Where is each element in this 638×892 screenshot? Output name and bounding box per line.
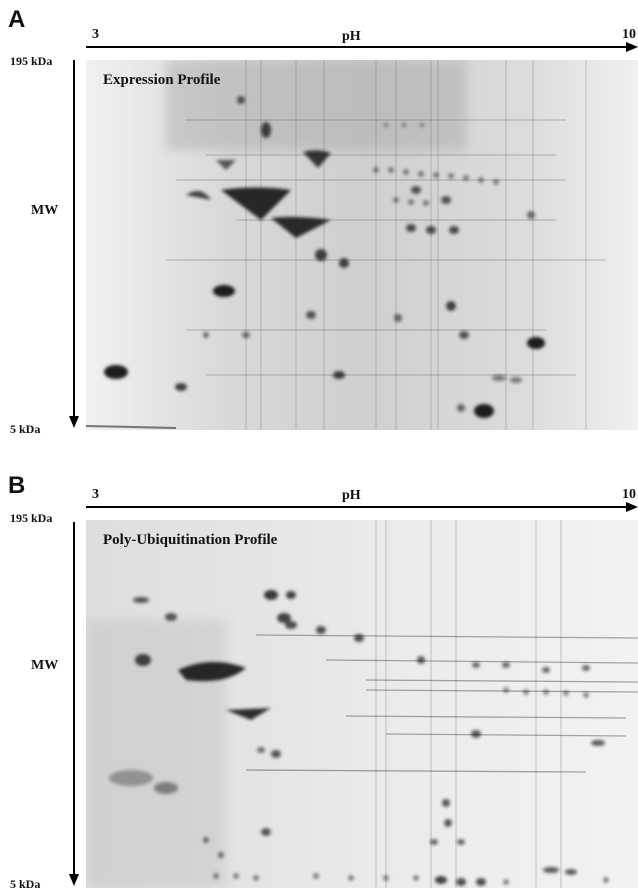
panel-b: B 3 pH 10 195 kDa MW 5 kDa	[0, 470, 638, 892]
profile-title: Poly-Ubiquitination Profile	[103, 532, 278, 548]
panel-label: B	[8, 472, 26, 499]
axis-arrows	[69, 502, 638, 886]
panel-a: A 3 pH 10 195 kDa MW 5 kDa	[0, 0, 638, 440]
gel-image: Expression Profile	[86, 60, 638, 430]
mw-axis-bottom: 5 kDa	[10, 422, 41, 436]
gel-image: Poly-Ubiquitination Profile	[86, 520, 638, 888]
ph-axis-max: 10	[622, 487, 636, 502]
ph-axis-min: 3	[92, 487, 99, 502]
axis-arrows	[69, 42, 638, 428]
mw-axis-top: 195 kDa	[10, 54, 53, 68]
mw-axis-label: MW	[31, 203, 59, 218]
panel-label: A	[8, 6, 26, 33]
mw-axis-top: 195 kDa	[10, 511, 53, 525]
mw-axis-bottom: 5 kDa	[10, 877, 41, 891]
ph-axis-max: 10	[622, 27, 636, 42]
mw-axis-label: MW	[31, 658, 59, 673]
ph-axis-label: pH	[342, 488, 361, 503]
ph-axis-label: pH	[342, 29, 361, 44]
ph-axis-min: 3	[92, 27, 99, 42]
profile-title: Expression Profile	[103, 72, 221, 88]
